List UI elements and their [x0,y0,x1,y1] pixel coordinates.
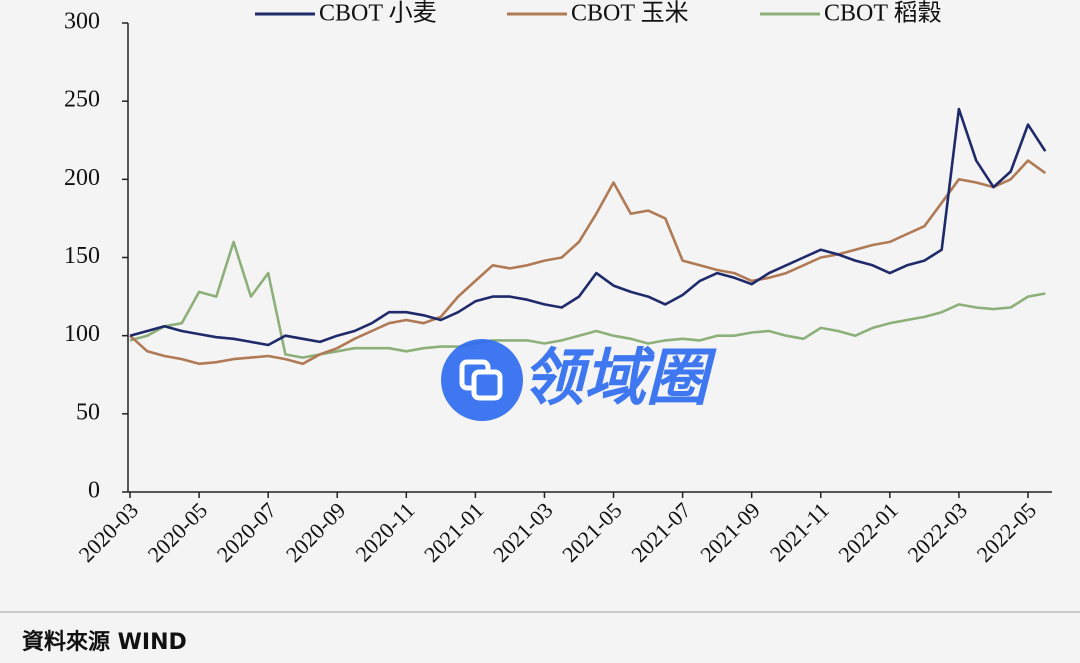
series-line [129,240,1046,359]
series-line [129,159,1047,366]
legend-label: CBOT 小麦 [319,0,437,27]
y-tick-label: 50 [76,399,100,425]
legend-label: CBOT 玉米 [571,0,689,27]
legend-label: CBOT 稻穀 [824,0,942,27]
y-tick-label: 300 [64,9,100,35]
watermark-text: 领域圈 [522,341,717,414]
source-note: 資料來源 WIND [22,629,187,655]
y-tick-label: 0 [88,478,100,504]
y-tick-label: 150 [64,243,100,269]
y-tick-label: 100 [64,321,100,347]
y-tick-label: 200 [64,165,100,191]
watermark: 领域圈 [441,339,717,421]
series-line [129,107,1047,347]
watermark-icon-square [471,369,503,401]
y-tick-label: 250 [64,87,100,113]
